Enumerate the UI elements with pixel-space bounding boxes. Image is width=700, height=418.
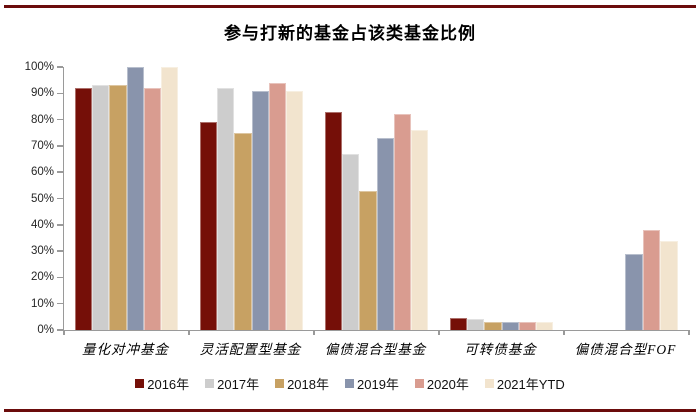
legend-swatch-icon [205,379,215,388]
bar-group [564,67,689,330]
y-axis-tick-label: 30% [30,245,54,258]
bar [501,322,519,330]
x-axis-tick [688,330,690,335]
y-axis-tick-label: 40% [30,218,54,231]
chart-title: 参与打新的基金占该类基金比例 [224,24,476,43]
x-category-label: 灵活配置型基金 [199,342,302,357]
bar [285,90,304,330]
bar-group [439,67,564,330]
bar [484,322,502,330]
y-axis-tick-label: 90% [30,87,54,100]
legend-item: 2018年 [275,374,329,393]
bar [74,88,93,330]
bar [535,322,554,330]
bar [234,132,252,330]
y-axis-tick [57,145,63,147]
y-axis-tick [57,250,63,252]
bar [199,122,218,330]
bar [642,230,661,330]
y-axis-tick-label: 100% [24,61,54,73]
bar [376,138,394,330]
bar [393,114,411,330]
legend-swatch-icon [484,379,494,388]
bar [109,85,127,330]
legend-label: 2021年YTD [496,377,565,392]
legend-swatch-icon [345,379,354,388]
bar [342,153,360,330]
bar [449,318,468,330]
legend-label: 2016年 [147,377,190,392]
x-axis-tick [313,330,315,335]
bar [625,253,643,330]
bar [217,88,235,330]
y-axis-tick [57,224,63,226]
bar [359,190,377,330]
x-category-label: 偏债混合型FOF [574,342,677,357]
legend-label: 2017年 [217,377,260,392]
bar-group [189,67,314,330]
legend-label: 2020年 [426,377,469,392]
bar [324,111,343,330]
y-axis-tick [57,302,63,305]
y-axis-tick [57,171,63,173]
legend-item: 2017年 [205,374,259,393]
bar [126,67,144,330]
y-axis-tick [57,197,63,200]
y-axis-tick [57,92,63,95]
bar [410,130,429,330]
x-axis-tick [438,330,440,335]
y-axis-tick-label: 20% [30,271,54,284]
x-axis-tick [188,330,190,335]
x-category-label: 可转债基金 [464,342,537,357]
bar-group [314,67,439,330]
x-axis-labels: 量化对冲基金 灵活配置型基金 偏债混合型基金 可转债基金 偏债混合型FOF [63,338,688,358]
plot-area: 0% 10% 20% 30% 40% 50% 60% 70% 80% 90% 100% [25,61,690,336]
x-axis-tick [63,330,65,335]
y-axis-tick-label: 10% [30,297,54,310]
legend-label: 2018年 [287,377,329,392]
legend-item: 2016年 [135,374,189,393]
bar [160,67,179,330]
bottom-divider-rule [4,409,696,412]
bar-group [64,67,189,330]
y-axis-tick-label: 60% [30,166,54,179]
y-axis-tick-label: 0% [37,324,54,336]
legend-item: 2021年YTD [484,374,565,393]
x-axis-tick [563,330,565,335]
bar [251,90,269,330]
bar-groups [64,67,689,330]
y-axis-tick-label: 70% [30,139,54,152]
legend-item: 2020年 [414,374,469,393]
y-axis-tick [57,276,63,279]
legend-swatch-icon [135,379,145,388]
y-axis-tick [57,118,63,121]
bar [660,240,678,330]
legend-swatch-icon [414,379,424,388]
top-divider-rule [4,5,696,8]
bar [467,319,485,330]
x-category-label: 量化对冲基金 [82,342,169,357]
bar [92,85,110,330]
legend: 2016年 2017年 2018年 2019年 2020年 2021年YTD [0,374,700,393]
bar [518,322,536,330]
legend-label: 2019年 [357,377,399,392]
bar [268,82,286,330]
y-axis-tick-label: 80% [30,113,54,126]
x-category-label: 偏债混合型基金 [324,342,427,357]
legend-swatch-icon [275,379,285,388]
y-axis-tick [57,66,63,68]
y-axis-tick [57,329,63,331]
bar [143,88,161,330]
legend-item: 2019年 [345,374,399,393]
y-axis-tick-label: 50% [30,192,54,205]
